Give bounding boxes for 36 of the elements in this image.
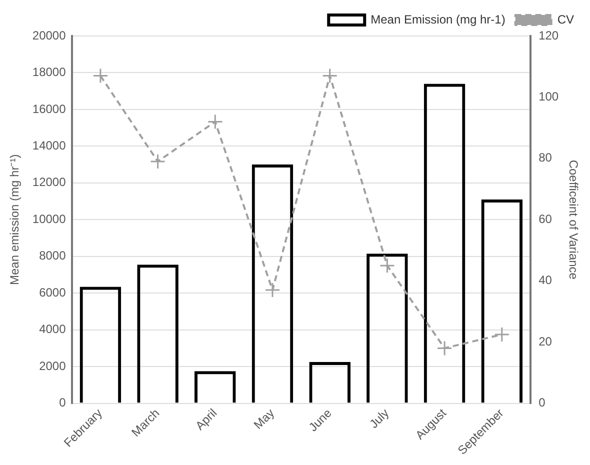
x-tick-label: July [366, 406, 392, 431]
y2-tick-label: 100 [538, 90, 559, 104]
y-tick-label: 20000 [32, 28, 66, 42]
bar [366, 254, 408, 403]
y-tick-label: 16000 [32, 102, 66, 116]
y-tick-label: 10000 [32, 212, 66, 226]
y2-tick-label: 120 [538, 28, 559, 42]
point [322, 68, 338, 84]
point [436, 340, 452, 356]
point [207, 114, 223, 130]
point [379, 258, 395, 274]
y2-tick-label: 20 [538, 334, 552, 348]
point [150, 154, 166, 170]
y-tick-label: 12000 [32, 175, 66, 190]
point [494, 326, 510, 342]
y-tick-label: 8000 [39, 248, 66, 263]
bar [252, 164, 294, 403]
y-tick-label: 14000 [32, 138, 66, 153]
y-tick-label: 18000 [32, 65, 66, 80]
legend-label: CV [557, 12, 574, 26]
y2-tick-label: 40 [538, 273, 552, 288]
y2-axis-title: Coefficeint of Variance [566, 160, 580, 280]
y2-tick-label: 80 [538, 150, 552, 165]
y-tick-label: 2000 [39, 358, 66, 373]
x-tick-label: May [251, 406, 277, 432]
point [92, 68, 108, 84]
point [264, 282, 280, 298]
y-tick-label: 0 [59, 396, 66, 410]
y-tick-label: 6000 [39, 285, 66, 300]
y-tick-label: 4000 [39, 322, 66, 336]
legend-label: Mean Emission (mg hr-1) [370, 12, 506, 26]
y2-tick-label: 60 [538, 212, 552, 226]
y-axis-title: Mean emission (mg hr⁻¹) [8, 154, 22, 286]
y2-tick-label: 0 [538, 396, 546, 410]
bar [424, 84, 466, 403]
bar [481, 199, 523, 403]
